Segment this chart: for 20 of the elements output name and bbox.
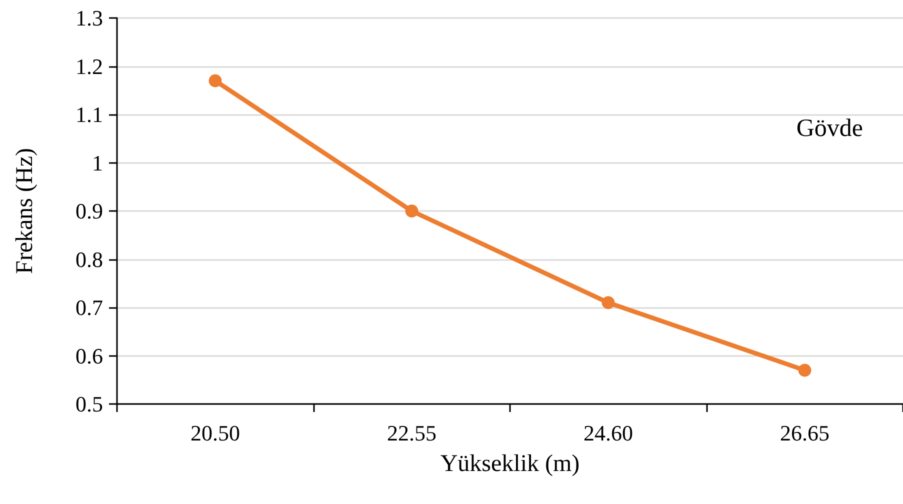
point	[208, 74, 222, 88]
y-tick-label: 1.3	[76, 6, 103, 30]
annotation: Gövde	[796, 115, 864, 142]
x-tick-label: 26.65	[780, 420, 830, 446]
y-tick-label: 1.1	[76, 102, 103, 127]
point	[405, 204, 418, 218]
y-tick-label: 0.8	[76, 246, 103, 272]
y-tick-label: 0.9	[76, 198, 103, 224]
y-tick-label: 0.5	[76, 392, 103, 416]
y-tick-label: 0.6	[76, 343, 103, 368]
x-tick-label: 20.50	[190, 420, 240, 446]
y-tick-label: 0.7	[76, 295, 103, 320]
x-axis-title: Yükseklik (m)	[440, 451, 580, 477]
x-tick-label: 24.60	[584, 420, 633, 446]
point	[798, 364, 812, 377]
y-axis-title: Frekans (Hz)	[12, 148, 38, 274]
x-tick-label: 22.55	[387, 420, 436, 446]
y-tick-label: 1.2	[76, 54, 103, 79]
y-tick-label: 1	[92, 150, 103, 176]
point	[602, 296, 615, 310]
